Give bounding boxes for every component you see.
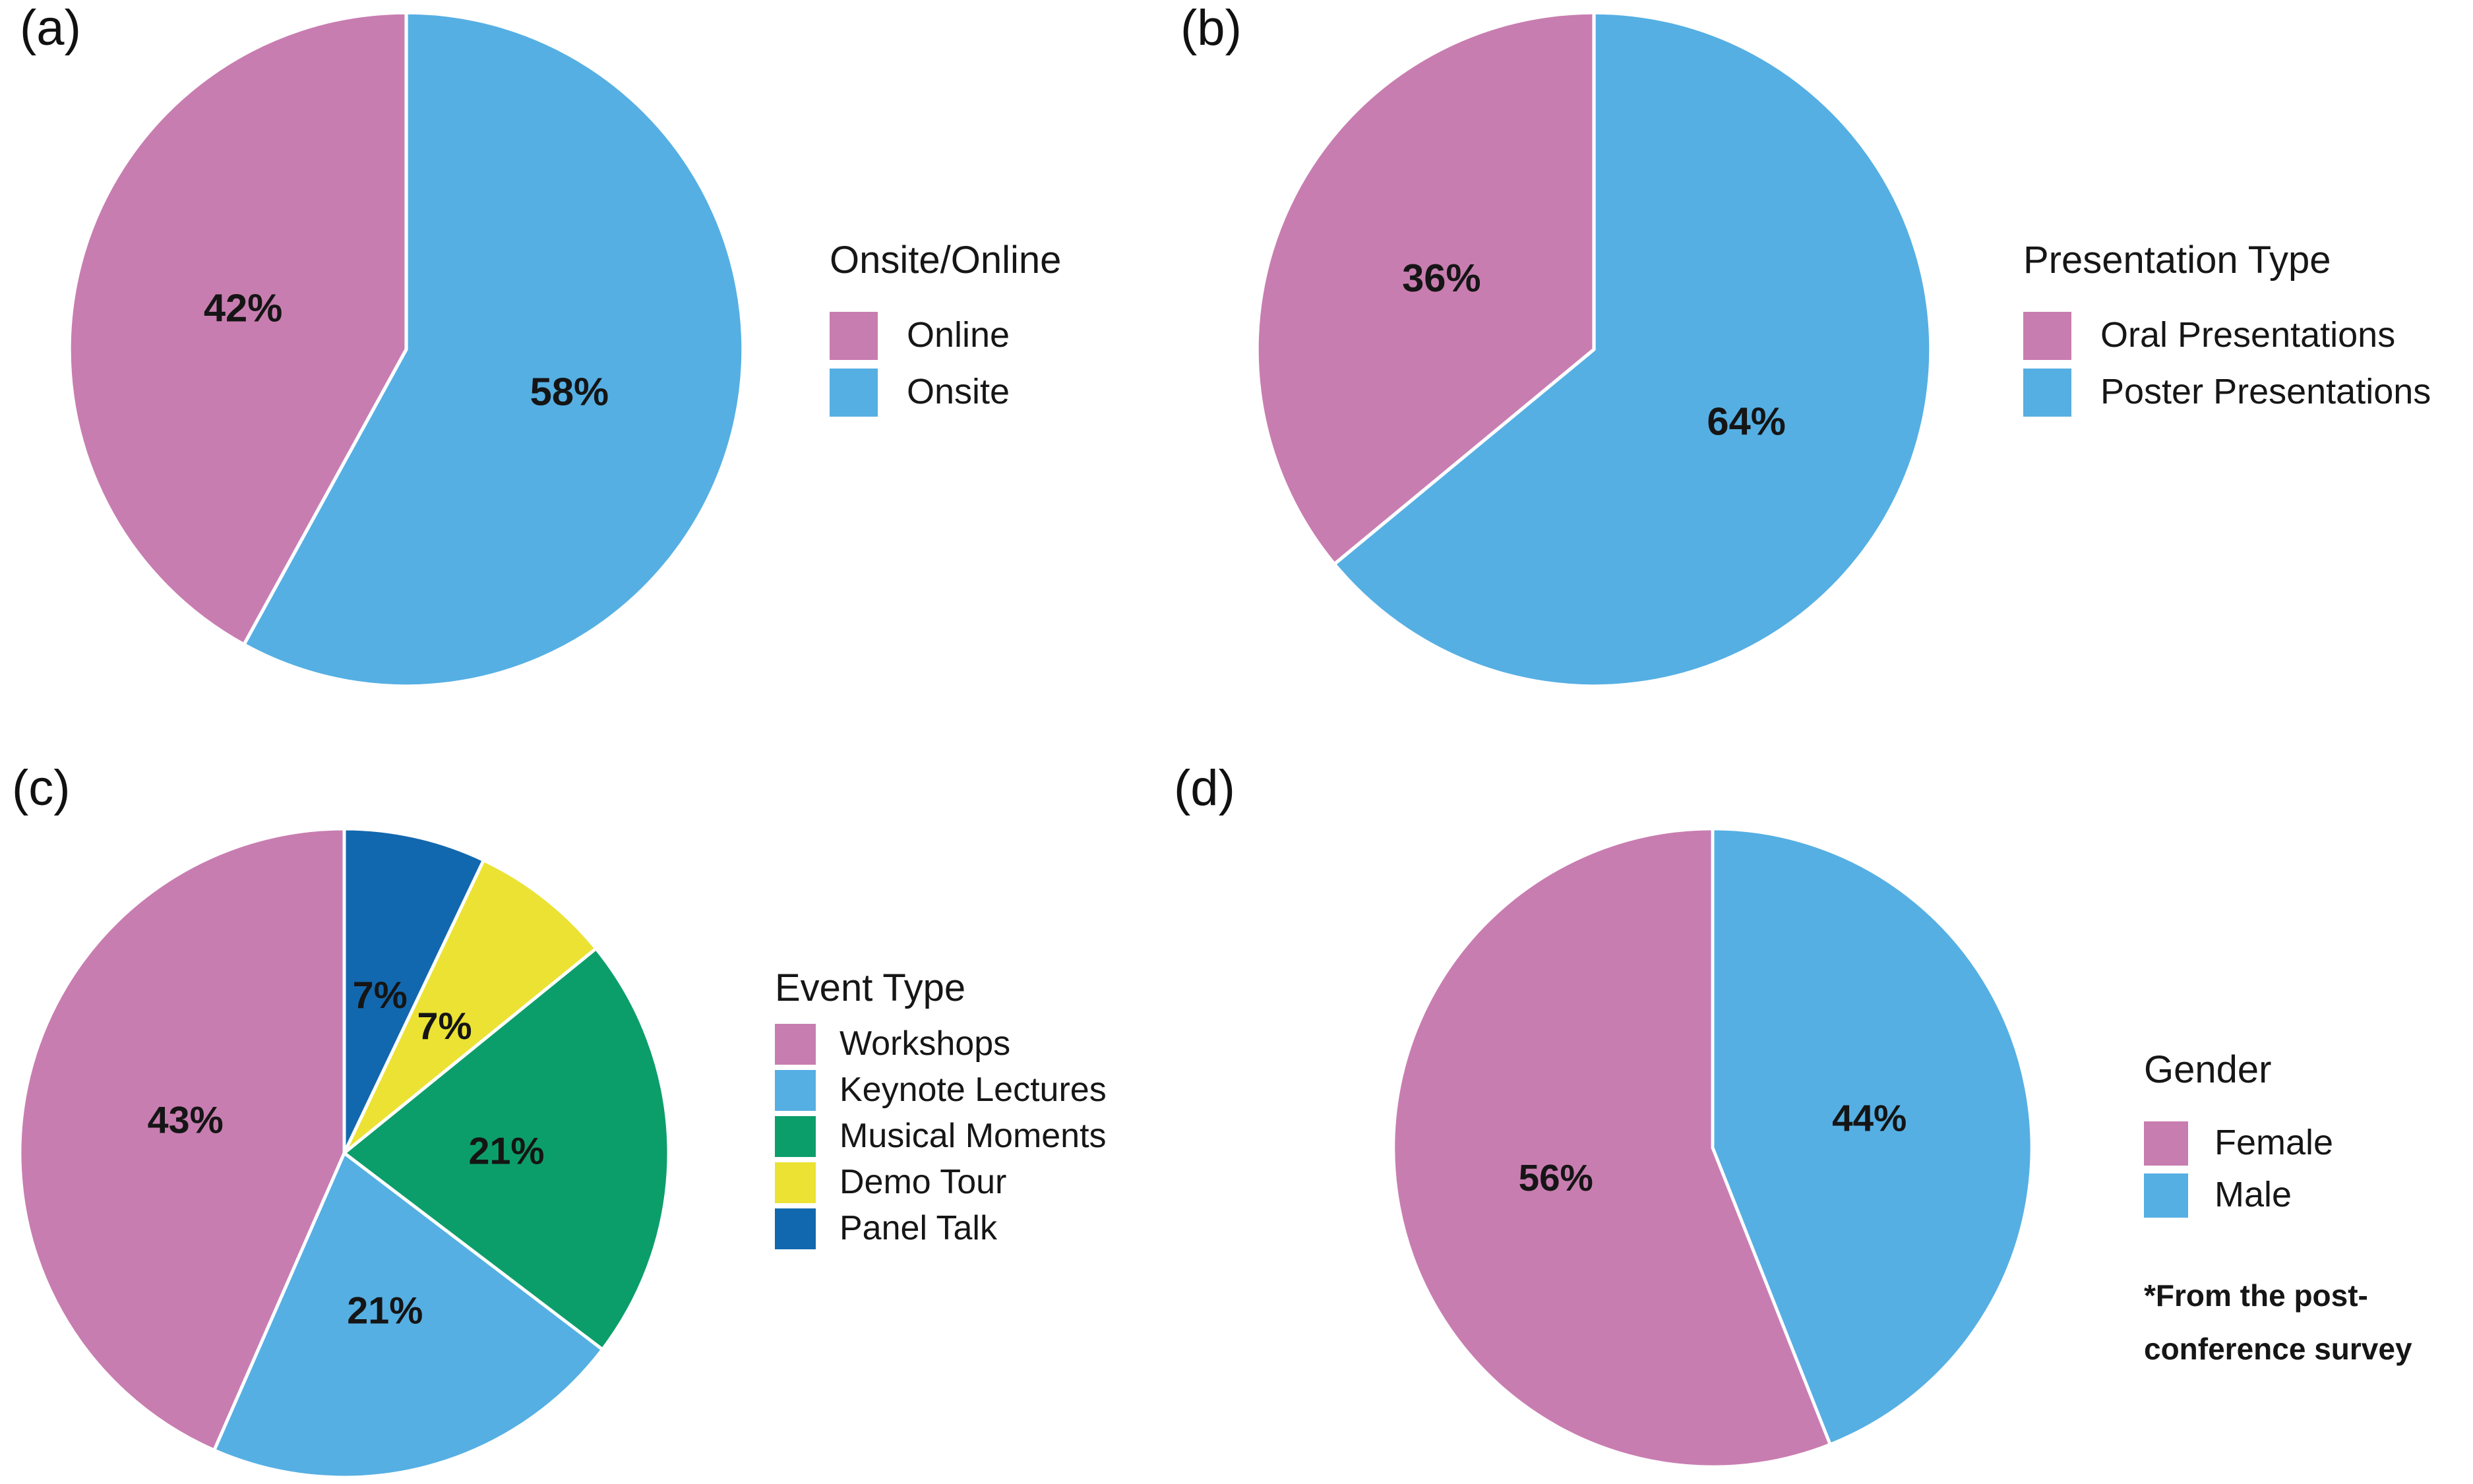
legend-title: Onsite/Online bbox=[830, 239, 1062, 282]
legend-items: Oral Presentations Poster Presentations bbox=[2023, 311, 2431, 425]
pie-slice-online bbox=[67, 11, 408, 647]
pie-chart-event-type: 7%7% 21% 21% 43% bbox=[18, 827, 671, 1479]
legend-label: Workshops bbox=[840, 1024, 1011, 1063]
legend-color-swatch bbox=[775, 1069, 816, 1111]
pie-slice-workshops bbox=[18, 827, 346, 1452]
legend-label: Onsite bbox=[907, 372, 1010, 412]
legend-color-swatch bbox=[775, 1023, 816, 1065]
pie-chart-onsite-online: 58% 42% bbox=[67, 11, 745, 688]
pie-value-label-male: 44% bbox=[1832, 1097, 1907, 1139]
pie-slice-poster-presentations bbox=[1332, 11, 1933, 688]
legend-title: Gender bbox=[2144, 1048, 2272, 1091]
legend-item-panel-talk: Panel Talk bbox=[775, 1208, 1107, 1249]
pie-slice-musical-moments bbox=[342, 947, 671, 1351]
pie-value-label-onsite: 58% bbox=[530, 369, 609, 413]
legend-label: Demo Tour bbox=[840, 1163, 1007, 1202]
pie-value-label-online: 42% bbox=[204, 285, 283, 330]
pie-value-label-poster-presentations: 64% bbox=[1707, 400, 1786, 444]
pie-slice-oral-presentations bbox=[1255, 11, 1596, 566]
legend-item-keynote-lectures: Keynote Lectures bbox=[775, 1069, 1107, 1111]
legend-item-poster-presentations: Poster Presentations bbox=[2023, 368, 2431, 417]
legend-items: Online Onsite bbox=[830, 311, 1010, 425]
legend-color-swatch bbox=[2144, 1173, 2188, 1218]
survey-footnote: *From the post-conference survey bbox=[2144, 1278, 2412, 1366]
legend-item-onsite: Onsite bbox=[830, 368, 1010, 417]
legend-items: Workshops Keynote Lectures Musical Moments… bbox=[775, 1023, 1107, 1255]
legend-label: Keynote Lectures bbox=[840, 1071, 1107, 1110]
legend-color-swatch bbox=[830, 368, 878, 417]
legend-color-swatch bbox=[830, 311, 878, 360]
pie-slice-demo-tour bbox=[342, 858, 598, 1155]
pie-slice-female bbox=[1391, 827, 1832, 1469]
legend-item-male: Male bbox=[2144, 1173, 2333, 1218]
legend-item-workshops: Workshops bbox=[775, 1023, 1107, 1065]
legend-color-swatch bbox=[2023, 311, 2071, 360]
legend-item-online: Online bbox=[830, 311, 1010, 360]
pie-value-label-keynote-lectures: 21% bbox=[347, 1290, 423, 1332]
legend-color-swatch bbox=[775, 1208, 816, 1249]
legend-item-demo-tour: Demo Tour bbox=[775, 1162, 1107, 1203]
legend-title: Event Type bbox=[775, 966, 966, 1009]
legend-items: Female Male bbox=[2144, 1121, 2333, 1226]
legend-label: Poster Presentations bbox=[2100, 372, 2431, 412]
pie-slice-onsite bbox=[242, 11, 745, 688]
pie-value-label-panel-talk: 7% bbox=[353, 974, 408, 1017]
pie-slice-male bbox=[1711, 827, 2034, 1446]
legend-item-oral-presentations: Oral Presentations bbox=[2023, 311, 2431, 360]
legend-event-type: Event Type Workshops Keynote Lectures Musi… bbox=[775, 966, 1107, 1255]
legend-item-female: Female bbox=[2144, 1121, 2333, 1166]
panel-label-c: (c) bbox=[12, 760, 71, 816]
panel-label-a: (a) bbox=[20, 0, 81, 56]
legend-label: Panel Talk bbox=[840, 1209, 997, 1248]
pie-value-label-demo-tour: 7% bbox=[417, 1005, 472, 1048]
pie-value-label-female: 56% bbox=[1519, 1157, 1593, 1199]
legend-onsite-online: Onsite/Online Online Onsite bbox=[830, 239, 1061, 425]
legend-item-musical-moments: Musical Moments bbox=[775, 1115, 1107, 1157]
pie-chart-presentation-type: 64% 36% bbox=[1255, 11, 1933, 688]
legend-label: Male bbox=[2214, 1175, 2292, 1215]
legend-color-swatch bbox=[2023, 368, 2071, 417]
pie-value-label-workshops: 43% bbox=[148, 1100, 224, 1142]
legend-color-swatch bbox=[775, 1115, 816, 1157]
pie-value-label-musical-moments: 21% bbox=[468, 1130, 544, 1172]
legend-color-swatch bbox=[2144, 1121, 2188, 1166]
legend-color-swatch bbox=[775, 1162, 816, 1203]
legend-presentation-type: Presentation Type Oral Presentations Post… bbox=[2023, 239, 2431, 425]
legend-label: Female bbox=[2214, 1123, 2334, 1163]
legend-label: Online bbox=[907, 315, 1010, 355]
legend-label: Musical Moments bbox=[840, 1117, 1107, 1156]
pie-value-label-oral-presentations: 36% bbox=[1402, 256, 1481, 300]
pie-slice-keynote-lectures bbox=[212, 1151, 605, 1479]
legend-label: Oral Presentations bbox=[2100, 315, 2396, 355]
pie-chart-gender: 44% 56% bbox=[1391, 827, 2034, 1469]
legend-title: Presentation Type bbox=[2023, 239, 2331, 282]
legend-gender: Gender Female Male *From the post-confere… bbox=[2144, 1048, 2434, 1376]
panel-label-b: (b) bbox=[1180, 0, 1242, 56]
panel-label-d: (d) bbox=[1174, 760, 1235, 816]
pie-slice-panel-talk bbox=[342, 827, 485, 1155]
